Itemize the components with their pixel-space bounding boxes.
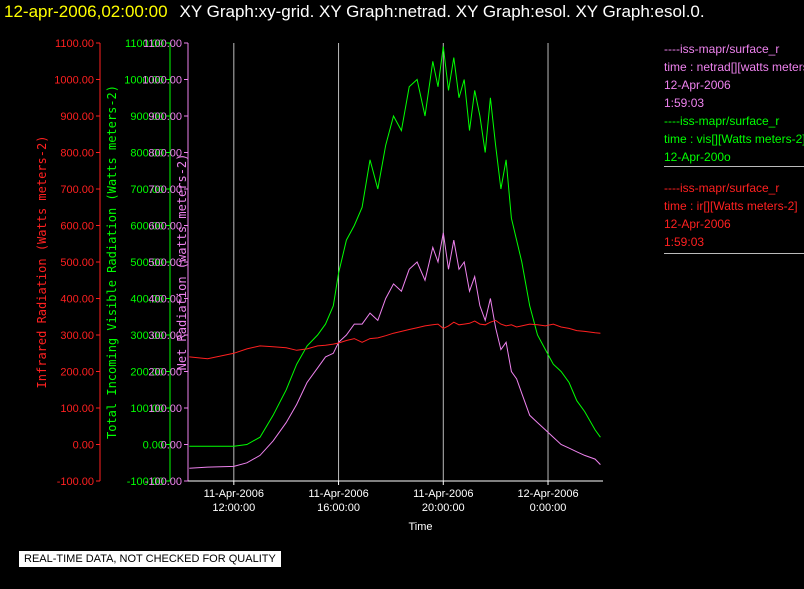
y-tick-label-visible: 900.00 xyxy=(130,111,164,123)
y-tick-label-visible: 800.00 xyxy=(130,148,164,160)
x-tick-time: 16:00:00 xyxy=(317,502,360,514)
legend-text: ----iss-mapr/surface_r xyxy=(664,114,780,128)
y-tick-label-infrared: 900.00 xyxy=(60,111,94,123)
y-tick-label-visible: 1100.00 xyxy=(125,38,164,50)
legend-text: time : netrad[][watts meters-2] xyxy=(664,60,804,74)
y-tick-label-visible: 1000.00 xyxy=(124,75,164,87)
y-tick-label-infrared: -100.00 xyxy=(57,476,94,488)
y-tick-label-net: -100.00 xyxy=(145,476,182,488)
y-tick-label-visible: 0.00 xyxy=(143,440,164,452)
y-tick-label-infrared: 1000.00 xyxy=(54,75,94,87)
y-tick-label-infrared: 200.00 xyxy=(60,367,94,379)
y-tick-label-infrared: 500.00 xyxy=(60,257,94,269)
grid xyxy=(233,43,549,481)
legend-text: ----iss-mapr/surface_r xyxy=(664,42,780,56)
y-tick-label-infrared: 600.00 xyxy=(60,221,94,233)
legend-text: time : ir[][Watts meters-2] xyxy=(664,199,798,213)
y-axis-label-visible: Total Incoming Visible Radiation (Watts … xyxy=(105,85,119,439)
y-axis-label-infrared: Infrared Radiation (Watts meters-2) xyxy=(35,136,49,389)
x-tick-date: 11-Apr-2006 xyxy=(413,488,473,500)
x-tick-date: 12-Apr-2006 xyxy=(517,488,578,500)
y-tick-label-net: 300.00 xyxy=(148,330,182,342)
series-line-visible xyxy=(189,46,601,447)
legend-text: 12-Apr-200o xyxy=(664,150,731,164)
quality-banner: REAL-TIME DATA, NOT CHECKED FOR QUALITY xyxy=(19,551,281,567)
y-tick-label-visible: -100.00 xyxy=(127,476,164,488)
legend-separator xyxy=(664,253,804,254)
series-line-net xyxy=(189,232,601,469)
y-tick-label-infrared: 0.00 xyxy=(73,440,94,452)
y-tick-label-net: 100.00 xyxy=(148,403,182,415)
y-tick-label-visible: 700.00 xyxy=(130,184,164,196)
y-tick-label-net: 400.00 xyxy=(148,294,182,306)
y-tick-label-visible: 100.00 xyxy=(130,403,164,415)
title-timestamp: 12-apr-2006,02:00:00 xyxy=(4,2,168,21)
y-tick-label-net: 1100.00 xyxy=(143,38,182,50)
y-tick-label-infrared: 400.00 xyxy=(60,294,94,306)
y-tick-label-infrared: 800.00 xyxy=(60,148,94,160)
series-lines xyxy=(189,46,601,469)
y-tick-label-net: 900.00 xyxy=(148,111,182,123)
legend-text: ----iss-mapr/surface_r xyxy=(664,181,780,195)
y-tick-label-net: 600.00 xyxy=(148,221,182,233)
title-graphs: XY Graph:xy-grid. XY Graph:netrad. XY Gr… xyxy=(179,2,705,21)
legend-text: 12-Apr-2006 xyxy=(664,217,731,231)
y-axis-label-net: Net Radiation (watts meters-2) xyxy=(175,154,189,371)
y-tick-label-net: 800.00 xyxy=(148,148,182,160)
legend-text: 12-Apr-2006 xyxy=(664,78,731,92)
y-tick-label-infrared: 1100.00 xyxy=(55,38,94,50)
x-axis-label: Time xyxy=(408,521,432,533)
y-tick-label-visible: 400.00 xyxy=(130,294,164,306)
x-tick-date: 11-Apr-2006 xyxy=(308,488,368,500)
y-tick-label-infrared: 700.00 xyxy=(60,184,94,196)
chart-title: 12-apr-2006,02:00:00 XY Graph:xy-grid. XY… xyxy=(4,2,705,22)
y-tick-label-visible: 600.00 xyxy=(130,221,164,233)
y-tick-label-visible: 300.00 xyxy=(130,330,164,342)
series-line-infrared xyxy=(189,319,601,360)
x-tick-date: 11-Apr-2006 xyxy=(204,488,264,500)
y-tick-label-visible: 500.00 xyxy=(130,257,164,269)
x-axis: 11-Apr-2006 12:00:00 11-Apr-2006 16:00:00 11… xyxy=(188,480,603,533)
y-tick-label-net: 500.00 xyxy=(148,257,182,269)
y-tick-label-net: 1000.00 xyxy=(142,75,182,87)
y-tick-label-infrared: 100.00 xyxy=(60,403,94,415)
legend-text: time : vis[][Watts meters-2] xyxy=(664,132,804,146)
legend-separator xyxy=(664,166,804,167)
x-tick-time: 0:00:00 xyxy=(530,502,567,514)
x-tick-time: 20:00:00 xyxy=(422,502,465,514)
y-tick-label-net: 0.00 xyxy=(161,440,182,452)
y-tick-label-visible: 200.00 xyxy=(130,367,164,379)
y-tick-label-infrared: 300.00 xyxy=(60,330,94,342)
y-tick-label-net: 700.00 xyxy=(148,184,182,196)
legend-text: 1:59:03 xyxy=(664,235,705,249)
axes: 1100.00 1000.00 900.00 800.00 700.00 600.00 50… xyxy=(35,38,189,488)
legend-text: 1:59:03 xyxy=(664,96,705,110)
y-tick-label-net: 200.00 xyxy=(148,367,182,379)
x-tick-time: 12:00:00 xyxy=(212,502,255,514)
